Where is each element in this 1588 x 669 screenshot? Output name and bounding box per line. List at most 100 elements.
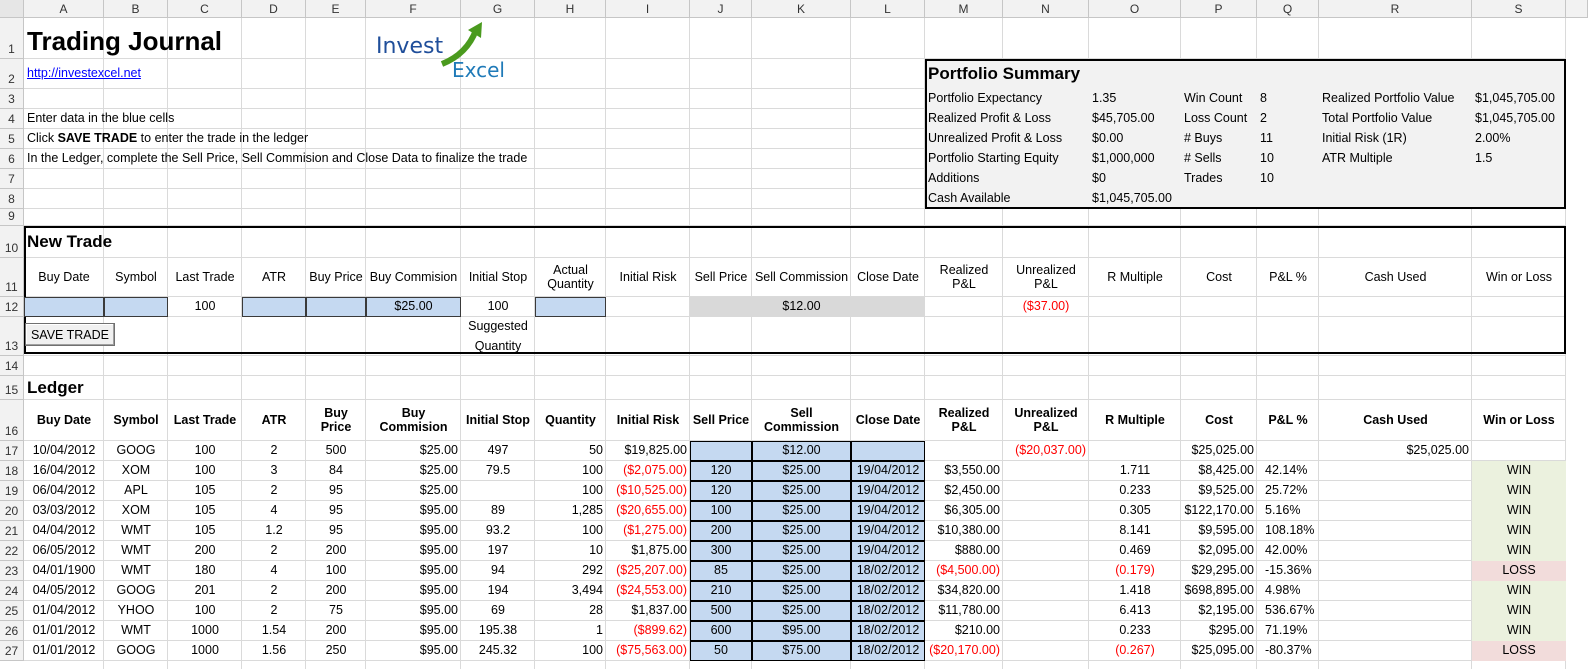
row-header-15[interactable]: 15 xyxy=(0,376,24,400)
gridline-horizontal xyxy=(24,58,1566,59)
column-header-r[interactable]: R xyxy=(1319,0,1472,18)
ledger-cell-close-date[interactable]: 18/02/2012 xyxy=(856,583,920,598)
column-header-e[interactable]: E xyxy=(306,0,366,18)
row-header-20[interactable]: 20 xyxy=(0,501,24,521)
ledger-cell-close-date[interactable]: 19/04/2012 xyxy=(856,483,920,498)
row-header-10[interactable]: 10 xyxy=(0,226,24,258)
row-header-8[interactable]: 8 xyxy=(0,189,24,209)
gridline-horizontal xyxy=(24,257,1566,258)
ledger-cell-sell-price[interactable]: 120 xyxy=(710,463,732,478)
row-header-26[interactable]: 26 xyxy=(0,621,24,641)
save-trade-button[interactable]: SAVE TRADE xyxy=(25,323,115,346)
row-header-11[interactable]: 11 xyxy=(0,258,24,297)
row-header-3[interactable]: 3 xyxy=(0,89,24,109)
row-header-24[interactable]: 24 xyxy=(0,581,24,601)
column-header-c[interactable]: C xyxy=(168,0,242,18)
ledger-cell-sell-commission[interactable]: $95.00 xyxy=(782,623,821,638)
row-header-2[interactable]: 2 xyxy=(0,59,24,89)
ledger-cell-buy-commision: $95.00 xyxy=(419,563,458,578)
column-header-s[interactable]: S xyxy=(1472,0,1566,18)
row-header-7[interactable]: 7 xyxy=(0,169,24,189)
row-header-1[interactable]: 1 xyxy=(0,18,24,59)
row-header-25[interactable]: 25 xyxy=(0,601,24,621)
column-header-m[interactable]: M xyxy=(925,0,1003,18)
column-header-b[interactable]: B xyxy=(104,0,168,18)
row-header-14[interactable]: 14 xyxy=(0,356,24,376)
new-trade-input[interactable] xyxy=(242,297,306,317)
ledger-cell-sell-commission[interactable]: $25.00 xyxy=(782,503,821,518)
column-header-a[interactable]: A xyxy=(24,0,104,18)
ledger-cell-buy-price: 95 xyxy=(329,483,343,498)
column-header-i[interactable]: I xyxy=(606,0,690,18)
column-header-j[interactable]: J xyxy=(690,0,752,18)
new-trade-input[interactable] xyxy=(24,297,104,317)
ledger-cell-buy-price: 500 xyxy=(325,443,347,458)
ledger-cell-quantity: 100 xyxy=(582,463,603,478)
ledger-cell-close-date[interactable]: 19/04/2012 xyxy=(856,463,920,478)
select-all-corner[interactable] xyxy=(0,0,24,18)
row-header-4[interactable]: 4 xyxy=(0,109,24,129)
row-header-18[interactable]: 18 xyxy=(0,461,24,481)
ledger-cell-realized-p-l: $2,450.00 xyxy=(944,483,1000,498)
column-header-n[interactable]: N xyxy=(1003,0,1089,18)
ledger-cell-sell-commission[interactable]: $25.00 xyxy=(782,463,821,478)
ledger-cell-sell-price[interactable]: 500 xyxy=(710,603,732,618)
row-header-12[interactable]: 12 xyxy=(0,297,24,317)
ledger-cell-sell-commission[interactable]: $25.00 xyxy=(782,483,821,498)
ledger-cell-close-date[interactable]: 18/02/2012 xyxy=(856,603,920,618)
ledger-cell-unrealized-p-l xyxy=(1003,561,1089,581)
ledger-cell-close-date[interactable]: 19/04/2012 xyxy=(856,523,920,538)
new-trade-input[interactable] xyxy=(306,297,366,317)
ledger-cell-sell-commission[interactable]: $25.00 xyxy=(782,563,821,578)
column-header-f[interactable]: F xyxy=(366,0,461,18)
new-trade-input[interactable] xyxy=(104,297,168,317)
ledger-cell-sell-commission[interactable]: $75.00 xyxy=(782,643,821,658)
row-header-21[interactable]: 21 xyxy=(0,521,24,541)
ledger-cell-sell-commission[interactable]: $25.00 xyxy=(782,603,821,618)
ledger-cell-sell-price[interactable] xyxy=(690,441,752,461)
ledger-cell-sell-commission[interactable]: $25.00 xyxy=(782,583,821,598)
row-header-22[interactable]: 22 xyxy=(0,541,24,561)
ledger-cell-sell-commission[interactable]: $25.00 xyxy=(782,523,821,538)
ledger-cell-sell-price[interactable]: 50 xyxy=(714,643,728,658)
new-trade-input[interactable] xyxy=(366,297,461,317)
ledger-cell-close-date[interactable]: 18/02/2012 xyxy=(856,623,920,638)
ledger-cell-sell-price[interactable]: 200 xyxy=(710,523,732,538)
ledger-cell-atr: 4 xyxy=(270,503,278,518)
ledger-cell-close-date[interactable]: 19/04/2012 xyxy=(856,503,920,518)
ledger-cell-sell-price[interactable]: 210 xyxy=(710,583,732,598)
row-header-23[interactable]: 23 xyxy=(0,561,24,581)
ledger-cell-sell-price[interactable]: 600 xyxy=(710,623,732,638)
ledger-cell-close-date[interactable]: 18/02/2012 xyxy=(856,643,920,658)
column-header-k[interactable]: K xyxy=(752,0,851,18)
row-header-27[interactable]: 27 xyxy=(0,641,24,661)
row-header-13[interactable]: 13 xyxy=(0,317,24,356)
ledger-cell-close-date[interactable] xyxy=(851,441,925,461)
ledger-cell-sell-commission[interactable]: $12.00 xyxy=(782,443,821,458)
ledger-cell-sell-commission[interactable]: $25.00 xyxy=(782,543,821,558)
column-header-l[interactable]: L xyxy=(851,0,925,18)
ledger-cell-sell-price[interactable]: 85 xyxy=(714,563,728,578)
column-header-d[interactable]: D xyxy=(242,0,306,18)
column-header-h[interactable]: H xyxy=(535,0,606,18)
column-header-p[interactable]: P xyxy=(1181,0,1257,18)
ledger-cell-buy-date: 06/04/2012 xyxy=(32,483,96,498)
column-header-o[interactable]: O xyxy=(1089,0,1181,18)
row-header-5[interactable]: 5 xyxy=(0,129,24,149)
website-link[interactable]: http://investexcel.net xyxy=(27,66,141,81)
row-header-16[interactable]: 16 xyxy=(0,400,24,441)
new-trade-input[interactable] xyxy=(535,297,606,317)
column-header-q[interactable]: Q xyxy=(1257,0,1319,18)
row-header-6[interactable]: 6 xyxy=(0,149,24,169)
row-header-9[interactable]: 9 xyxy=(0,209,24,226)
ledger-cell-close-date[interactable]: 19/04/2012 xyxy=(856,543,920,558)
row-header-19[interactable]: 19 xyxy=(0,481,24,501)
ledger-cell-sell-price[interactable]: 300 xyxy=(710,543,732,558)
ledger-cell-sell-price[interactable]: 120 xyxy=(710,483,732,498)
column-header-g[interactable]: G xyxy=(461,0,535,18)
ledger-cell-close-date[interactable]: 18/02/2012 xyxy=(856,563,920,578)
ledger-cell-cash-used xyxy=(1319,641,1472,661)
ledger-cell-sell-price[interactable]: 100 xyxy=(710,503,732,518)
row-header-17[interactable]: 17 xyxy=(0,441,24,461)
gridline-horizontal xyxy=(24,128,1566,129)
